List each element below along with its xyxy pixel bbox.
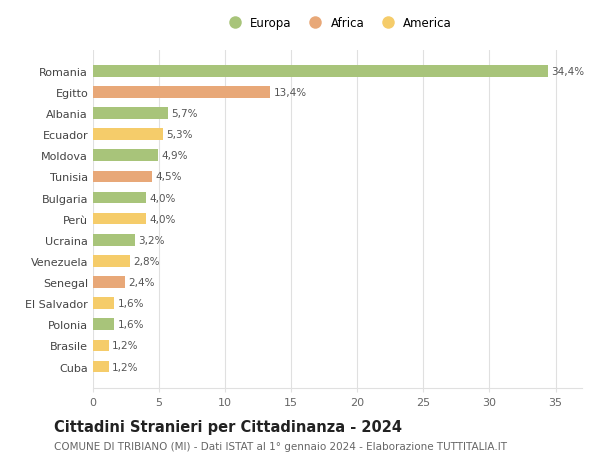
- Text: 1,2%: 1,2%: [112, 362, 139, 372]
- Text: 34,4%: 34,4%: [551, 67, 584, 77]
- Bar: [93, 213, 146, 225]
- Bar: [93, 150, 158, 162]
- Legend: Europa, Africa, America: Europa, Africa, America: [218, 12, 457, 35]
- Text: COMUNE DI TRIBIANO (MI) - Dati ISTAT al 1° gennaio 2024 - Elaborazione TUTTITALI: COMUNE DI TRIBIANO (MI) - Dati ISTAT al …: [54, 441, 507, 451]
- Bar: [93, 108, 169, 120]
- Bar: [93, 192, 146, 204]
- Bar: [93, 340, 109, 352]
- Text: 4,0%: 4,0%: [149, 214, 176, 224]
- Bar: [93, 256, 130, 267]
- Text: Cittadini Stranieri per Cittadinanza - 2024: Cittadini Stranieri per Cittadinanza - 2…: [54, 419, 402, 434]
- Bar: [93, 66, 548, 78]
- Bar: [93, 319, 114, 330]
- Bar: [93, 171, 152, 183]
- Bar: [93, 235, 135, 246]
- Text: 2,4%: 2,4%: [128, 277, 155, 287]
- Text: 3,2%: 3,2%: [139, 235, 165, 245]
- Text: 4,5%: 4,5%: [156, 172, 182, 182]
- Text: 5,7%: 5,7%: [172, 109, 198, 119]
- Bar: [93, 298, 114, 309]
- Text: 1,2%: 1,2%: [112, 341, 139, 351]
- Bar: [93, 277, 125, 288]
- Text: 2,8%: 2,8%: [133, 256, 160, 266]
- Text: 1,6%: 1,6%: [118, 298, 144, 308]
- Text: 4,0%: 4,0%: [149, 193, 176, 203]
- Bar: [93, 87, 270, 99]
- Text: 4,9%: 4,9%: [161, 151, 188, 161]
- Text: 13,4%: 13,4%: [274, 88, 307, 98]
- Text: 1,6%: 1,6%: [118, 319, 144, 330]
- Text: 5,3%: 5,3%: [166, 130, 193, 140]
- Bar: [93, 129, 163, 140]
- Bar: [93, 361, 109, 373]
